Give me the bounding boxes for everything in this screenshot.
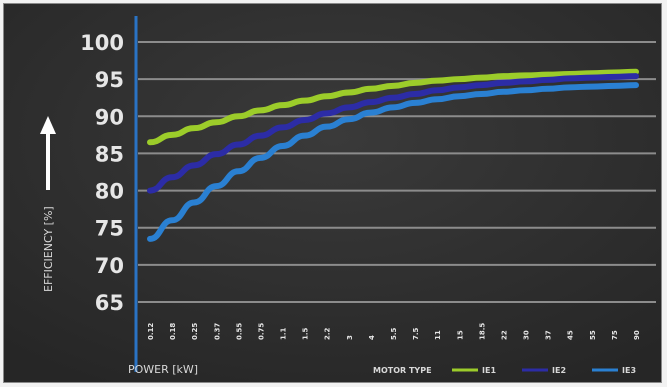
series-line-ie1	[147, 68, 639, 146]
x-tick-label: 0.75	[257, 323, 265, 340]
series-line-ie3	[147, 82, 639, 242]
x-tick-label: 0.55	[235, 323, 243, 340]
x-tick-label: 5.5	[390, 327, 398, 340]
x-tick-label: 15	[456, 330, 464, 340]
x-tick-label: 11	[434, 330, 442, 340]
y-axis-title-group: EFFICIENCY [%]	[42, 206, 55, 292]
y-axis-title: EFFICIENCY [%]	[42, 206, 55, 292]
legend: MOTOR TYPE IE1 IE2 IE3	[373, 366, 636, 375]
x-tick-label: 18.5	[478, 323, 486, 340]
y-tick-label: 70	[95, 254, 124, 278]
x-tick-label: 75	[611, 330, 619, 340]
chart-frame: 65 70 75 80 85 90 95 100 0.12 0.18 0.25 0.37 0.55 0.…	[3, 3, 662, 383]
arrow-up-icon	[40, 116, 56, 190]
x-tick-label: 55	[589, 330, 597, 340]
x-tick-label: 0.12	[147, 323, 155, 340]
x-tick-label: 30	[523, 330, 531, 340]
x-tick-label: 0.37	[213, 323, 221, 340]
x-tick-label: 90	[633, 330, 641, 340]
x-tick-label: 0.18	[169, 323, 177, 340]
x-tick-label: 37	[545, 330, 553, 340]
x-tick-label: 22	[500, 330, 508, 340]
x-tick-label: 45	[567, 330, 575, 340]
series-line-ie2	[147, 73, 639, 194]
legend-title: MOTOR TYPE	[373, 366, 432, 375]
legend-label: IE1	[482, 366, 496, 375]
y-tick-labels: 65 70 75 80 85 90 95 100	[80, 31, 124, 315]
y-tick-label: 95	[95, 68, 124, 92]
legend-label: IE2	[552, 366, 566, 375]
x-axis-title: POWER [kW]	[128, 363, 198, 376]
y-tick-label: 65	[95, 291, 124, 315]
y-tick-label: 75	[95, 217, 124, 241]
x-tick-label: 0.25	[191, 323, 199, 340]
y-tick-label: 100	[80, 31, 124, 55]
legend-label: IE3	[622, 366, 636, 375]
y-tick-label: 90	[95, 105, 124, 129]
x-tick-labels: 0.12 0.18 0.25 0.37 0.55 0.75 1.1 1.5 2.2 3 4 5.5 7.…	[147, 323, 641, 340]
plot-background	[4, 4, 661, 382]
x-tick-label: 3	[346, 335, 354, 340]
y-tick-label: 80	[95, 180, 124, 204]
x-tick-label: 1.5	[302, 327, 310, 340]
x-tick-label: 1.1	[280, 327, 288, 340]
x-tick-label: 2.2	[324, 327, 332, 340]
series-lines	[147, 68, 639, 242]
y-tick-label: 85	[95, 142, 124, 166]
x-tick-label: 7.5	[412, 327, 420, 340]
x-tick-label: 4	[368, 335, 376, 340]
